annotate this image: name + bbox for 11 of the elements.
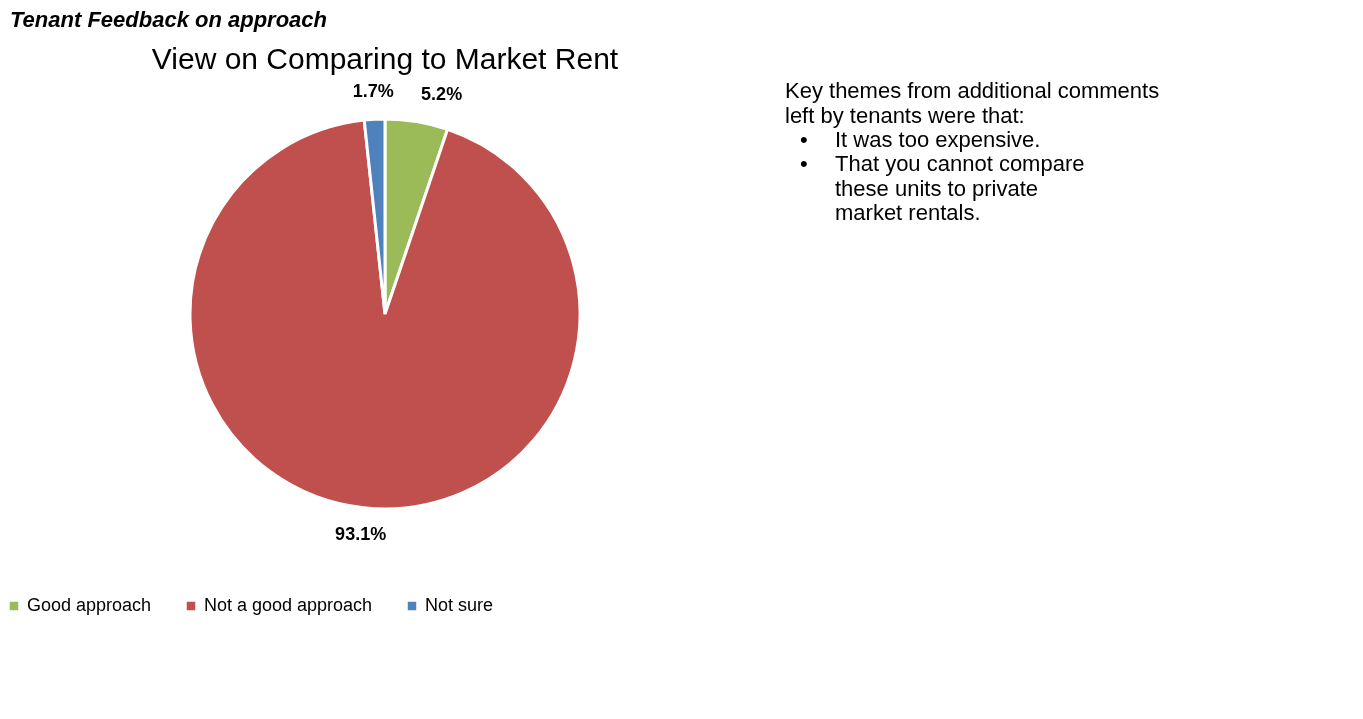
legend-label: Not a good approach bbox=[204, 595, 373, 615]
pie-slice bbox=[188, 118, 582, 511]
legend-label: Not sure bbox=[425, 595, 494, 615]
chart-title: View on Comparing to Market Rent bbox=[151, 42, 619, 75]
data-label: 93.1% bbox=[335, 523, 387, 544]
text: • That you cannot compare these units to private market rentals. bbox=[800, 151, 1085, 226]
text: Tenant Feedback on approach bbox=[10, 7, 328, 32]
text: Key themes from additional comments left by tenants were that: bbox=[785, 78, 1160, 128]
data-label: 1.7% bbox=[352, 81, 394, 102]
legend-label: Good approach bbox=[27, 595, 152, 615]
data-label: 5.2% bbox=[421, 83, 463, 104]
